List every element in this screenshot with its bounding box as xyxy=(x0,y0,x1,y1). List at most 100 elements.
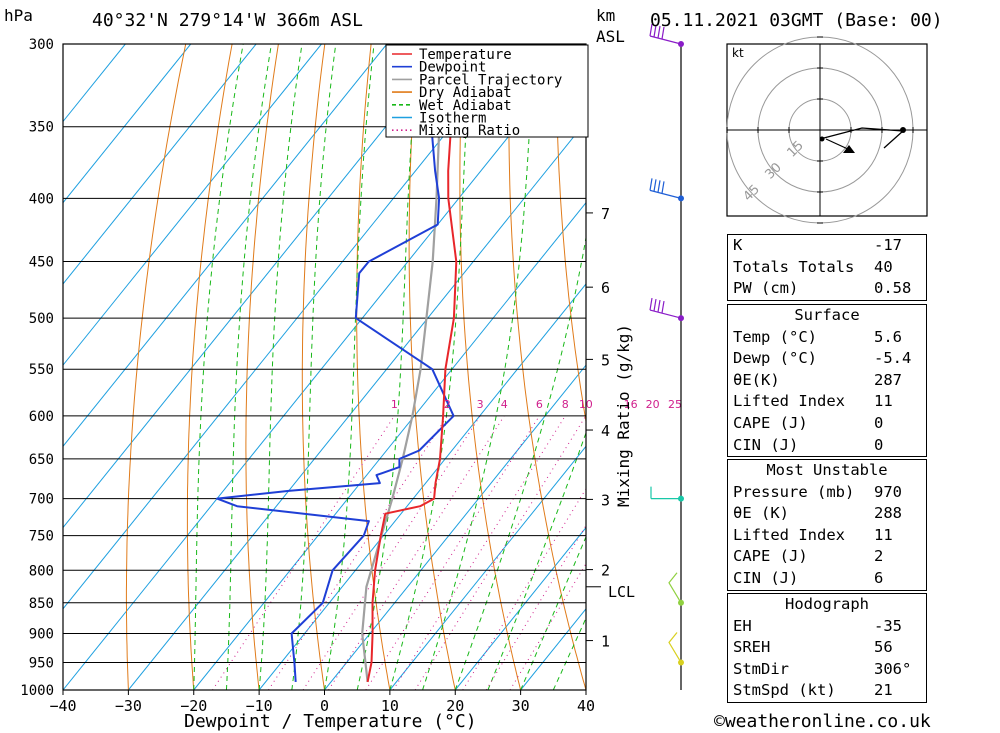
hodograph-point xyxy=(819,136,825,142)
wind-barb xyxy=(653,24,657,38)
isotherm-line xyxy=(63,44,322,366)
wind-barb xyxy=(649,297,653,311)
totals-totals-value: 40 xyxy=(874,257,893,276)
wind-barb xyxy=(657,25,661,39)
isotherm-line xyxy=(193,201,586,690)
surface-row-value: 5.6 xyxy=(874,327,902,346)
km-tick-label: 5 xyxy=(601,351,610,369)
wind-barb xyxy=(657,299,661,313)
mixing-ratio-label: 25 xyxy=(668,398,682,411)
pressure-tick-label: 1000 xyxy=(20,683,54,699)
surface-row-label: Temp (°C) xyxy=(733,327,817,346)
k-index-label: K xyxy=(733,236,743,254)
dry-adiabat-line xyxy=(459,44,522,690)
pressure-tick-label: 650 xyxy=(29,452,54,468)
pressure-tick-label: 300 xyxy=(29,37,54,53)
dry-adiabat-line xyxy=(508,44,586,690)
hodo-row-value: 306° xyxy=(874,659,912,678)
dry-adiabat-line xyxy=(555,44,586,425)
isotherm-line xyxy=(324,364,586,690)
k-index-value: -17 xyxy=(874,236,902,254)
surface-row-value: 287 xyxy=(874,370,902,389)
dry-adiabat-line xyxy=(356,44,391,690)
wind-barb xyxy=(661,181,665,194)
isotherm-line xyxy=(63,44,257,285)
wind-barb xyxy=(649,23,653,37)
mixing-ratio-label: 4 xyxy=(501,398,508,411)
mixing-ratio-line xyxy=(485,524,586,690)
km-tick-label: 2 xyxy=(601,562,610,580)
pressure-tick-label: 700 xyxy=(29,492,54,508)
legend-label: Dewpoint xyxy=(419,60,486,76)
km-tick-label: 1 xyxy=(601,633,610,651)
hodo-row-label: EH xyxy=(733,616,752,635)
mixing-ratio-label: 20 xyxy=(646,398,660,411)
mixing-ratio-label: 2 xyxy=(444,398,451,411)
x-tick-label: −30 xyxy=(115,697,142,715)
pw-label: PW (cm) xyxy=(733,279,799,298)
km-unit-label: km xyxy=(596,6,616,25)
wind-barb xyxy=(649,309,682,319)
datetime-title: 05.11.2021 03GMT (Base: 00) xyxy=(650,10,943,31)
pw-value: 0.58 xyxy=(874,279,912,298)
wind-barb xyxy=(653,179,657,192)
mixing-ratio-label: 8 xyxy=(562,398,569,411)
wind-barb xyxy=(649,35,682,45)
x-tick-label: 10 xyxy=(381,697,399,715)
copyright-link[interactable]: ©weatheronline.co.uk xyxy=(714,711,931,732)
mu-row-label: Pressure (mb) xyxy=(733,482,855,501)
pressure-tick-label: 550 xyxy=(29,362,54,378)
hodograph-unit-label: kt xyxy=(732,46,744,60)
isotherm-line xyxy=(63,44,192,204)
mixing-ratio-label: 16 xyxy=(624,398,638,411)
mixing-ratio-line xyxy=(328,415,505,690)
mu-row-label: CAPE (J) xyxy=(733,547,808,566)
storm-motion-arrow xyxy=(825,138,851,151)
pressure-tick-label: 750 xyxy=(29,529,54,545)
wind-barb xyxy=(661,300,665,314)
surface-row-label: CAPE (J) xyxy=(733,413,808,432)
isotherm-line xyxy=(63,44,388,448)
lcl-label: LCL xyxy=(608,583,636,601)
x-tick-label: −10 xyxy=(246,697,273,715)
isotherm-line xyxy=(127,120,586,690)
surface-row-label: Lifted Index xyxy=(733,392,845,411)
hodograph-stats-table: Hodograph EH -35 SREH 56 StmDir 306° StmSpd… xyxy=(727,593,927,703)
hodo-row-label: StmDir xyxy=(733,659,789,678)
surface-row-value: -5.4 xyxy=(874,349,912,368)
hodograph-title: Hodograph xyxy=(785,595,869,613)
hodograph-trace xyxy=(883,130,904,149)
x-tick-label: −20 xyxy=(180,697,207,715)
surface-table: Surface Temp (°C) 5.6 Dewp (°C) -5.4 θE(K)… xyxy=(727,304,927,458)
pressure-tick-label: 400 xyxy=(29,191,54,207)
wind-barb xyxy=(653,298,657,312)
wet-adiabat-line xyxy=(520,535,586,690)
legend-label: Mixing Ratio xyxy=(419,123,520,139)
mu-row-label: CIN (J) xyxy=(733,568,799,587)
pressure-tick-label: 350 xyxy=(29,120,54,136)
surface-row-value: 0 xyxy=(874,413,884,432)
isotherm-line xyxy=(63,44,519,610)
mu-row-value: 6 xyxy=(874,568,884,587)
wind-barb xyxy=(661,26,665,40)
surface-row-value: 11 xyxy=(874,392,893,411)
surface-row-label: Dewp (°C) xyxy=(733,349,817,368)
mixing-ratio-line xyxy=(302,415,481,690)
pressure-unit-label: hPa xyxy=(4,6,33,25)
wet-adiabat-line xyxy=(291,44,337,690)
pressure-tick-label: 900 xyxy=(29,626,54,642)
isotherm-line xyxy=(258,283,586,690)
dewpoint-line xyxy=(216,44,455,682)
mu-row-value: 11 xyxy=(874,525,893,544)
isotherm-line xyxy=(63,44,453,529)
km-tick-label: 7 xyxy=(601,205,610,223)
surface-row-label: CIN (J) xyxy=(733,435,799,454)
km-tick-label: 6 xyxy=(601,279,610,297)
wind-barb xyxy=(668,572,682,604)
mixing-ratio-label: 10 xyxy=(579,398,593,411)
hodo-row-value: 21 xyxy=(874,681,893,700)
wet-adiabat-line xyxy=(422,44,535,690)
pressure-tick-label: 800 xyxy=(29,563,54,579)
dry-adiabat-line xyxy=(924,26,1000,690)
